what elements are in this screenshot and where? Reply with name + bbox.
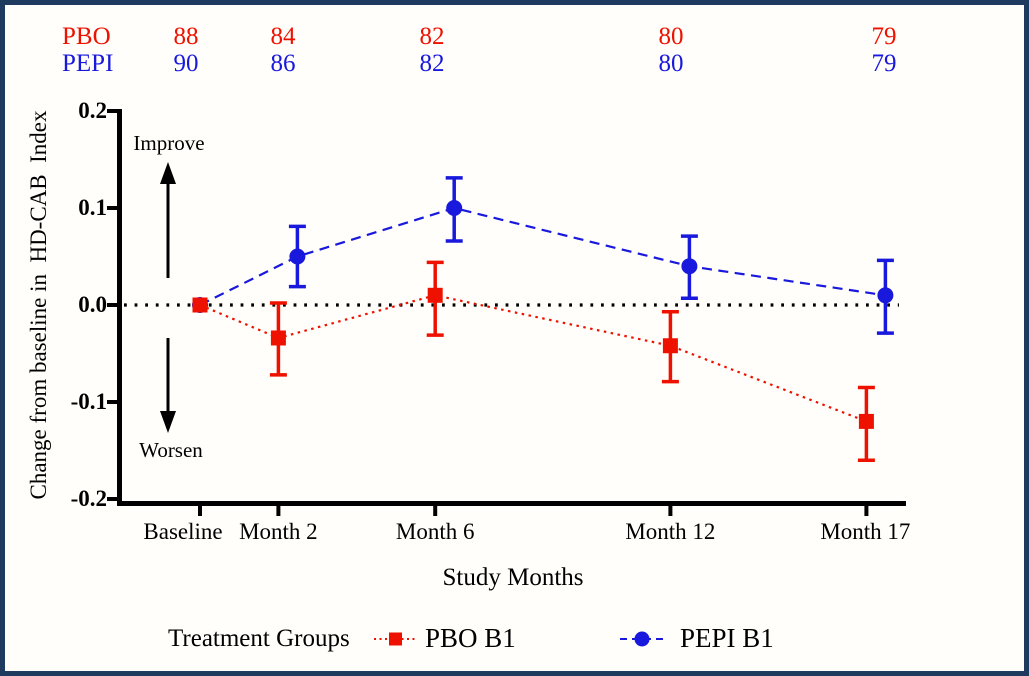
improve-arrow-head (160, 162, 176, 184)
pepi-marker (877, 287, 894, 304)
pepi-marker (446, 200, 463, 216)
legend: Treatment Groups PBO B1 PEPI B1 (5, 621, 1024, 657)
n-count-value: 80 (658, 23, 684, 50)
pepi-marker (681, 258, 698, 275)
pbo-marker (858, 413, 874, 429)
y-tick-label: 0.0 (78, 292, 107, 317)
pbo-series-line (199, 294, 867, 423)
n-count-value: 80 (658, 50, 684, 77)
y-tick-label: 0.1 (78, 195, 107, 220)
y-tick-label: -0.2 (70, 486, 107, 511)
x-tick-label: Baseline (143, 519, 223, 544)
legend-title: Treatment Groups (168, 625, 350, 652)
pepi-marker (289, 248, 306, 265)
legend-label-pepi: PEPI B1 (680, 623, 774, 653)
x-tick-label: Month 6 (395, 519, 475, 544)
n-count-value: 82 (419, 23, 445, 50)
n-count-value: 79 (871, 23, 897, 50)
x-tick-label: Month 17 (820, 519, 911, 544)
n-count-value: 84 (270, 23, 296, 50)
n-count-value: 82 (419, 50, 445, 77)
n-count-value: 90 (173, 50, 199, 77)
n-count-value: 86 (270, 50, 296, 77)
worsen-arrow-head (160, 411, 176, 433)
x-tick-label: Month 12 (625, 519, 716, 544)
n-count-value: 88 (173, 23, 199, 50)
n-table-row-label-pbo: PBO (62, 23, 111, 50)
y-tick-label: 0.2 (78, 98, 107, 123)
y-tick-label: -0.1 (70, 389, 107, 414)
pbo-marker (662, 338, 678, 354)
x-axis-title: Study Months (442, 564, 584, 591)
improve-annotation: Improve (133, 131, 205, 155)
pepi-series-marker-icon (620, 631, 664, 647)
n-count-value: 79 (871, 50, 897, 77)
worsen-annotation: Worsen (139, 438, 203, 462)
n-table-row-label-pepi: PEPI (62, 50, 114, 77)
pbo-marker (192, 297, 208, 313)
pbo-marker (270, 330, 286, 346)
chart-canvas (107, 109, 906, 516)
x-tick-label: Month 2 (239, 519, 318, 544)
pbo-series-marker-icon (374, 632, 418, 646)
legend-label-pbo: PBO B1 (425, 623, 516, 653)
pbo-marker (427, 287, 443, 303)
